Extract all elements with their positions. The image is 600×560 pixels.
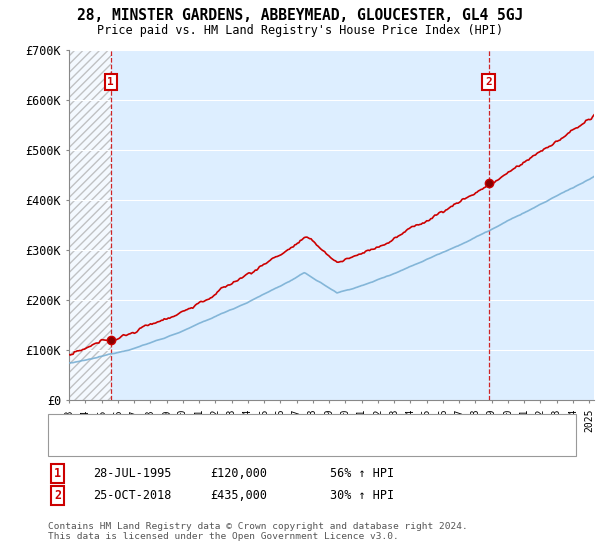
Text: 25-OCT-2018: 25-OCT-2018 bbox=[93, 489, 172, 502]
Text: 1: 1 bbox=[54, 466, 61, 480]
Text: ——: —— bbox=[57, 440, 75, 455]
Text: 56% ↑ HPI: 56% ↑ HPI bbox=[330, 466, 394, 480]
Text: HPI: Average price, detached house, Gloucester: HPI: Average price, detached house, Glou… bbox=[89, 442, 376, 452]
Text: 28, MINSTER GARDENS, ABBEYMEAD, GLOUCESTER, GL4 5GJ (detached house): 28, MINSTER GARDENS, ABBEYMEAD, GLOUCEST… bbox=[89, 421, 514, 431]
Text: 28, MINSTER GARDENS, ABBEYMEAD, GLOUCESTER, GL4 5GJ: 28, MINSTER GARDENS, ABBEYMEAD, GLOUCEST… bbox=[77, 8, 523, 24]
Text: £120,000: £120,000 bbox=[210, 466, 267, 480]
Text: 2: 2 bbox=[485, 77, 492, 87]
Text: Contains HM Land Registry data © Crown copyright and database right 2024.
This d: Contains HM Land Registry data © Crown c… bbox=[48, 522, 468, 542]
Text: 2: 2 bbox=[54, 489, 61, 502]
Text: £435,000: £435,000 bbox=[210, 489, 267, 502]
Text: ——: —— bbox=[57, 419, 75, 433]
Text: 30% ↑ HPI: 30% ↑ HPI bbox=[330, 489, 394, 502]
Text: 28-JUL-1995: 28-JUL-1995 bbox=[93, 466, 172, 480]
Text: 1: 1 bbox=[107, 77, 114, 87]
Text: Price paid vs. HM Land Registry's House Price Index (HPI): Price paid vs. HM Land Registry's House … bbox=[97, 24, 503, 36]
Bar bbox=[69, 50, 111, 400]
